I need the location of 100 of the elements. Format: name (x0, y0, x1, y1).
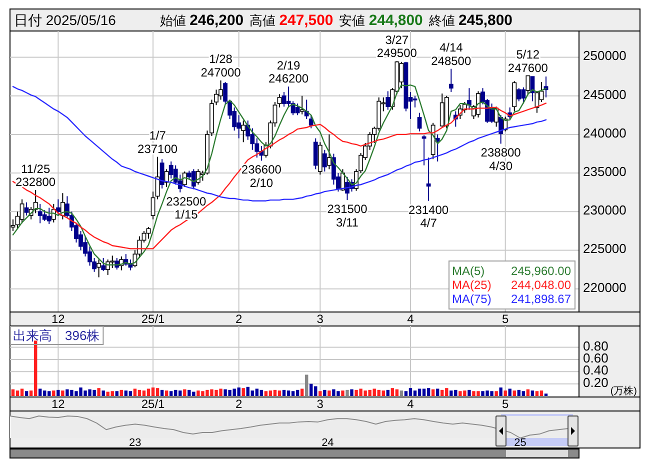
annotation: 1/28 247000 (200, 52, 242, 80)
candlestick (150, 191, 156, 220)
candlestick (182, 171, 187, 188)
bar (52, 390, 56, 396)
candlestick (313, 138, 318, 170)
bar (341, 390, 344, 396)
candlestick (282, 91, 286, 108)
bar (300, 388, 304, 396)
bar (102, 390, 105, 396)
bar (97, 388, 100, 396)
x-tick-label: 4 (407, 397, 414, 411)
candlestick (101, 257, 106, 272)
bar (273, 390, 277, 396)
bar (418, 388, 422, 396)
text: MA(25) (452, 278, 492, 292)
bar (535, 391, 539, 396)
bar (390, 388, 394, 396)
bar (56, 390, 60, 396)
bar (110, 391, 114, 396)
bar (408, 388, 412, 396)
y-tick-label: 230000 (583, 203, 626, 218)
candlestick (56, 198, 60, 216)
bar (508, 388, 512, 396)
bar (183, 389, 186, 396)
candlestick (498, 114, 504, 144)
text: 安値 244,800 (339, 12, 423, 29)
candlestick (512, 80, 517, 112)
bar (530, 390, 534, 396)
annotation: 231500 3/11 (327, 202, 368, 230)
bar (120, 390, 124, 396)
bar (124, 390, 128, 396)
bar (346, 390, 349, 396)
x-tick-label: 25 (514, 437, 526, 449)
bar (115, 391, 118, 396)
bar (242, 388, 245, 396)
x-tick-label: 12 (51, 312, 66, 326)
bar (156, 388, 160, 396)
annotation: 232500 1/15 (166, 194, 206, 222)
y-tick-label: 245000 (583, 87, 626, 102)
annotation: 231400 4/7 (408, 202, 449, 230)
x-tick-label: 3 (316, 312, 324, 326)
bar (499, 387, 502, 396)
bar (318, 391, 322, 396)
x-tick-label: 25/1 (141, 312, 166, 326)
bar (296, 390, 300, 396)
bar (422, 388, 426, 396)
annotation: 1/7 237100 (138, 128, 178, 156)
annotation: 241,898.67 (510, 292, 572, 306)
bar (20, 388, 24, 396)
x-tick-label: 5 (502, 397, 510, 411)
candlestick (24, 202, 29, 216)
candlestick (530, 76, 535, 102)
candlestick (516, 88, 522, 102)
annotation: 5/12 247600 (508, 48, 548, 75)
candlestick (160, 158, 164, 189)
candlestick (322, 149, 327, 172)
bar (264, 391, 268, 396)
candlestick (146, 226, 151, 240)
candlestick (417, 112, 422, 132)
bar (404, 391, 408, 396)
bar (468, 390, 471, 396)
x-tick-label: 25/1 (141, 397, 166, 411)
bar (431, 389, 435, 396)
x-tick-label: 2 (236, 312, 243, 326)
annotation: 4/14 248500 (431, 40, 472, 68)
bar (24, 391, 28, 396)
bar (142, 390, 146, 396)
bar (255, 388, 259, 396)
candlestick (448, 68, 454, 92)
candlestick (277, 94, 282, 108)
y-tick-label: 240000 (583, 126, 626, 141)
y-tick-label: 225000 (583, 242, 626, 257)
x-tick-label: 23 (129, 437, 142, 449)
x-tick-label: 5 (502, 312, 510, 326)
bar (11, 389, 15, 396)
bar (133, 388, 137, 396)
bar (34, 340, 38, 396)
text: 終値 245,800 (428, 12, 512, 29)
y-tick-label: 250000 (583, 48, 626, 64)
bar (413, 390, 417, 396)
bar (512, 390, 516, 396)
bar (260, 390, 264, 396)
bar (440, 390, 444, 396)
bar (151, 387, 155, 396)
bar (291, 391, 295, 396)
bar (138, 390, 142, 396)
annotation: 11/25 232800 (16, 162, 56, 190)
bar (160, 390, 164, 396)
x-tick-label: 4 (407, 312, 414, 326)
bar (386, 390, 390, 396)
candlestick (526, 75, 530, 95)
bar (61, 390, 64, 396)
x-tick-label: 12 (51, 397, 66, 411)
bar (526, 389, 530, 396)
bar (350, 389, 354, 396)
bar (400, 390, 404, 396)
bar (282, 390, 286, 396)
bar (164, 390, 168, 396)
annotation: 236600 2/10 (241, 162, 282, 190)
candlestick (426, 157, 431, 202)
